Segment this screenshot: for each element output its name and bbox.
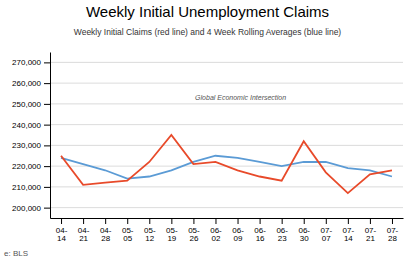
grid bbox=[50, 62, 403, 207]
x-tick-label: 04-28 bbox=[100, 226, 112, 244]
x-tick-label: 06-16 bbox=[254, 226, 266, 244]
y-tick: 260,000 bbox=[12, 79, 50, 88]
x-tick-label: 05-12 bbox=[144, 226, 156, 244]
y-tick-mark bbox=[44, 145, 50, 146]
x-tick-mark bbox=[83, 218, 84, 224]
x-tick-mark bbox=[282, 218, 283, 224]
x-tick-mark bbox=[193, 218, 194, 224]
x-tick: 07-21 bbox=[365, 218, 377, 243]
x-tick: 05-26 bbox=[188, 218, 200, 243]
y-tick-mark bbox=[44, 208, 50, 209]
x-tick: 06-02 bbox=[210, 218, 222, 243]
x-tick: 07-07 bbox=[321, 218, 333, 243]
x-tick: 06-23 bbox=[276, 218, 288, 243]
grid-line bbox=[50, 103, 403, 104]
grid-line bbox=[50, 186, 403, 187]
source: e: BLS bbox=[4, 249, 28, 258]
y-tick: 240,000 bbox=[12, 121, 50, 130]
grid-line bbox=[50, 62, 403, 63]
y-axis-line bbox=[50, 53, 51, 219]
y-tick: 270,000 bbox=[12, 58, 50, 67]
x-tick-mark bbox=[260, 218, 261, 224]
x-tick: 07-14 bbox=[343, 218, 355, 243]
x-tick-label: 05-05 bbox=[122, 226, 134, 244]
x-tick: 05-05 bbox=[122, 218, 134, 243]
subtitle: Weekly Initial Claims (red line) and 4 W… bbox=[74, 27, 342, 37]
grid-line bbox=[50, 83, 403, 84]
x-tick-mark bbox=[304, 218, 305, 224]
x-tick: 06-09 bbox=[232, 218, 244, 243]
x-tick-mark bbox=[215, 218, 216, 224]
x-tick-label: 07-21 bbox=[365, 226, 377, 244]
y-tick-mark bbox=[44, 187, 50, 188]
x-tick: 06-30 bbox=[298, 218, 310, 243]
x-tick-label: 07-28 bbox=[387, 226, 399, 244]
y-tick-label: 240,000 bbox=[12, 121, 41, 130]
x-tick-label: 05-26 bbox=[188, 226, 200, 244]
y-axis: 200,000 210,000 220,000 230,000 240,000 250,0… bbox=[12, 53, 50, 219]
x-tick: 05-19 bbox=[166, 218, 178, 243]
y-tick-mark bbox=[44, 83, 50, 84]
y-tick-mark bbox=[44, 62, 50, 63]
y-tick-label: 260,000 bbox=[12, 79, 41, 88]
y-tick-label: 220,000 bbox=[12, 162, 41, 171]
x-tick: 04-28 bbox=[100, 218, 112, 243]
marks bbox=[61, 135, 392, 193]
x-axis: 04-14 04-21 04-28 05-05 05-12 05-19 05-26 06-02… bbox=[51, 218, 404, 243]
y-tick-label: 200,000 bbox=[12, 204, 41, 213]
grid-line bbox=[50, 207, 403, 208]
x-tick-label: 06-09 bbox=[232, 226, 244, 244]
y-tick-label: 210,000 bbox=[12, 183, 41, 192]
x-tick-mark bbox=[326, 218, 327, 224]
title: Weekly Initial Unemployment Claims bbox=[86, 3, 329, 20]
grid-line bbox=[50, 124, 403, 125]
y-tick-mark bbox=[44, 125, 50, 126]
x-tick-label: 06-30 bbox=[298, 226, 310, 244]
y-tick-mark bbox=[44, 104, 50, 105]
y-tick: 210,000 bbox=[12, 183, 50, 192]
x-tick-mark bbox=[370, 218, 371, 224]
plot: 200,000 210,000 220,000 230,000 240,000 250,0… bbox=[12, 53, 403, 244]
x-tick: 05-12 bbox=[144, 218, 156, 243]
x-tick-mark bbox=[61, 218, 62, 224]
y-tick-label: 250,000 bbox=[12, 100, 41, 109]
x-tick-mark bbox=[238, 218, 239, 224]
x-tick-label: 07-14 bbox=[343, 226, 355, 244]
x-tick-label: 04-21 bbox=[78, 226, 90, 244]
x-tick-mark bbox=[392, 218, 393, 224]
x-tick-mark bbox=[348, 218, 349, 224]
x-tick-mark bbox=[105, 218, 106, 224]
x-tick-mark bbox=[127, 218, 128, 224]
series-line bbox=[61, 156, 392, 179]
chart: Weekly Initial Unemployment Claims Weekly… bbox=[0, 0, 415, 260]
grid-line bbox=[50, 145, 403, 146]
x-tick: 04-14 bbox=[56, 218, 68, 243]
x-tick-label: 05-19 bbox=[166, 226, 178, 244]
y-tick: 220,000 bbox=[12, 162, 50, 171]
y-tick-label: 270,000 bbox=[12, 58, 41, 67]
y-tick-mark bbox=[44, 166, 50, 167]
annotation: Global Economic Intersection bbox=[195, 94, 286, 101]
y-tick-label: 230,000 bbox=[12, 141, 41, 150]
series-line bbox=[61, 135, 392, 193]
y-tick: 230,000 bbox=[12, 141, 50, 150]
x-tick-label: 06-23 bbox=[276, 226, 288, 244]
x-tick-label: 06-02 bbox=[210, 226, 222, 244]
x-tick-label: 04-14 bbox=[56, 226, 68, 244]
x-tick-label: 07-07 bbox=[321, 226, 333, 244]
x-tick-mark bbox=[171, 218, 172, 224]
x-tick-mark bbox=[149, 218, 150, 224]
y-tick: 250,000 bbox=[12, 100, 50, 109]
x-axis-line bbox=[51, 218, 404, 219]
x-tick: 06-16 bbox=[254, 218, 266, 243]
y-tick: 200,000 bbox=[12, 204, 50, 213]
x-tick: 07-28 bbox=[387, 218, 399, 243]
x-tick: 04-21 bbox=[78, 218, 90, 243]
